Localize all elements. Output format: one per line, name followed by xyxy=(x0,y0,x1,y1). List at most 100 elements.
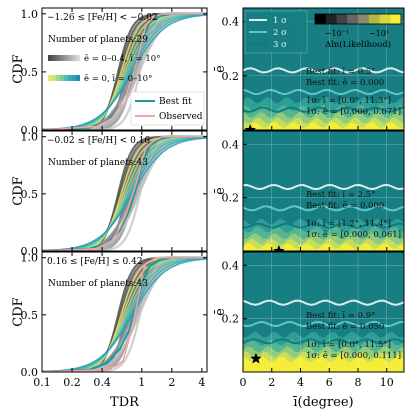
cdf-frame xyxy=(41,130,208,252)
color-legend-swatch xyxy=(60,75,64,81)
x-axis-label: TDR xyxy=(110,395,140,410)
likelihood-band xyxy=(243,117,404,130)
cdf-plot-area xyxy=(42,256,207,372)
panel-annotation: Number of planets:43 xyxy=(48,158,148,168)
sigma-legend-label: 2 σ xyxy=(273,28,287,38)
sigma-contour xyxy=(243,205,404,212)
sigma-legend-label: 1 σ xyxy=(273,16,287,26)
fit-result-text: Best fit: ī = 0.9° xyxy=(306,311,375,321)
grey-legend-swatch xyxy=(74,55,76,61)
colorbar-segment xyxy=(390,14,402,24)
best-fit-line xyxy=(42,135,204,251)
colorbar-segment xyxy=(347,14,359,24)
colorbar-frame xyxy=(314,13,402,25)
grey-legend-swatch xyxy=(50,55,52,61)
x-tick-label: 4 xyxy=(198,376,205,389)
colorbar-tick-label: −10⁻¹ xyxy=(325,29,349,38)
y-tick-label: 0.0 xyxy=(21,245,39,258)
x-tick-label: 0.2 xyxy=(63,376,81,389)
x-tick-label: 0.4 xyxy=(93,376,111,389)
color-legend-swatch xyxy=(68,75,72,81)
grey-legend-swatch xyxy=(54,55,56,61)
likelihood-panel-3: 0.2 0.4 0 2 4 6 8 10 ē Best fit: ī = 0.9°Best fit… xyxy=(213,251,405,389)
sigma-contour xyxy=(243,338,404,345)
y-tick-label: 0.4 xyxy=(222,259,240,272)
y-tick-label: 0.4 xyxy=(222,16,240,29)
fit-result-text: Best fit: ī = 2.5° xyxy=(306,190,375,200)
y-tick-label: 1.0 xyxy=(21,8,39,21)
y-tick-label: 0.2 xyxy=(222,313,240,326)
x-tick-label: 1 xyxy=(138,376,145,389)
cdf-plot-area xyxy=(42,12,207,130)
fit-result-text: Best fit: ē = 0.000 xyxy=(306,78,384,88)
colorbar-tick-label: −10¹ xyxy=(369,29,389,38)
grey-legend-swatch xyxy=(66,55,68,61)
fit-result-text: Best fit: ē = 0.050 xyxy=(306,322,384,332)
observed-line xyxy=(42,256,204,372)
sigma-legend-label: 3 σ xyxy=(273,40,287,50)
likelihood-band xyxy=(243,121,404,130)
panel-title: 0.16 ≤ [Fe/H] ≤ 0.42 xyxy=(47,257,143,267)
y-tick-label: 0.0 xyxy=(21,124,39,137)
colorbar-segment xyxy=(336,14,348,24)
y-tick-label: 0.5 xyxy=(21,188,39,201)
legend-observed-label: Observed xyxy=(159,112,203,122)
cdf-frame xyxy=(41,7,208,131)
sigma-contour xyxy=(243,106,404,113)
grey-legend-swatch xyxy=(56,55,58,61)
panel-title: −0.02 ≤ [Fe/H] < 0.16 xyxy=(47,136,150,146)
y-tick-label: 0.4 xyxy=(222,138,240,151)
model-curve-color xyxy=(42,136,207,251)
panel-annotation: Number of planets:43 xyxy=(48,279,148,289)
color-legend-swatch xyxy=(76,75,80,81)
legend-box xyxy=(130,91,205,126)
grey-legend-swatch xyxy=(76,55,78,61)
colorbar-segment xyxy=(358,14,370,24)
cdf-panel-2: 0.0 0.5 1.0 CDF −0.02 ≤ [Fe/H] < 0.16 Number … xyxy=(11,130,208,258)
color-legend-swatch xyxy=(56,75,60,81)
fit-result-text: 1σ: ī = [0.0°, 11.3°] xyxy=(306,96,391,106)
fit-result-text: 1σ: ē = [0.000, 0.071] xyxy=(306,107,401,117)
observed-line xyxy=(42,135,204,251)
heatmap-area xyxy=(243,252,404,372)
panel-title: −1.26 ≤ [Fe/H] < −0.02 xyxy=(47,13,158,23)
sigma-contour xyxy=(243,320,404,328)
y-axis-label: ē xyxy=(213,187,228,195)
likelihood-band xyxy=(243,356,404,372)
sigma-contour xyxy=(243,299,404,306)
color-legend-swatch xyxy=(48,75,52,81)
heatmap-frame xyxy=(242,251,405,373)
x-tick-label: 8 xyxy=(355,376,362,389)
fit-result-text: 1σ: ī = [0.0°, 11.5°] xyxy=(306,340,391,350)
color-legend-label: ē = 0, ī = 0–10° xyxy=(84,74,152,84)
x-tick-label: 10 xyxy=(380,376,394,389)
y-tick-label: 0.2 xyxy=(222,192,240,205)
likelihood-band xyxy=(243,243,404,251)
y-axis-label: ē xyxy=(213,308,228,316)
color-legend-swatch xyxy=(52,75,56,81)
heatmap-area xyxy=(243,8,404,130)
sigma-contour xyxy=(243,183,404,191)
colorbar-segment xyxy=(325,14,337,24)
color-legend-swatch xyxy=(72,75,76,81)
grey-legend-swatch xyxy=(68,55,70,61)
x-tick-label: 2 xyxy=(268,376,275,389)
fit-result-text: Best fit: ī = 0.5° xyxy=(306,67,375,77)
best-fit-star xyxy=(250,352,262,364)
fit-result-text: 1σ: ī = [1.2°, 11.4°] xyxy=(306,219,391,229)
y-tick-label: 0.5 xyxy=(21,66,39,79)
grey-legend-swatch xyxy=(64,55,66,61)
cdf-panel-3: 0.0 0.5 1.0 0.1 0.2 0.4 1 2 4 CDF 0.16 ≤ [Fe/H] ≤ … xyxy=(11,251,208,389)
model-curve-color xyxy=(42,137,207,251)
y-axis-label: CDF xyxy=(11,297,26,326)
color-legend-swatch xyxy=(64,75,68,81)
grey-legend-swatch xyxy=(48,55,50,61)
x-tick-label: 0 xyxy=(240,376,247,389)
likelihood-panel-1: 0.2 0.4 ē Best fit: ī = 0.5°Best fit: ē = 0… xyxy=(213,7,405,135)
y-tick-label: 0.5 xyxy=(21,309,39,322)
x-tick-label: 4 xyxy=(297,376,304,389)
colorbar-label: Δln(Likelihood) xyxy=(325,39,391,50)
colorbar-segment xyxy=(368,14,380,24)
heatmap-frame xyxy=(242,7,405,131)
